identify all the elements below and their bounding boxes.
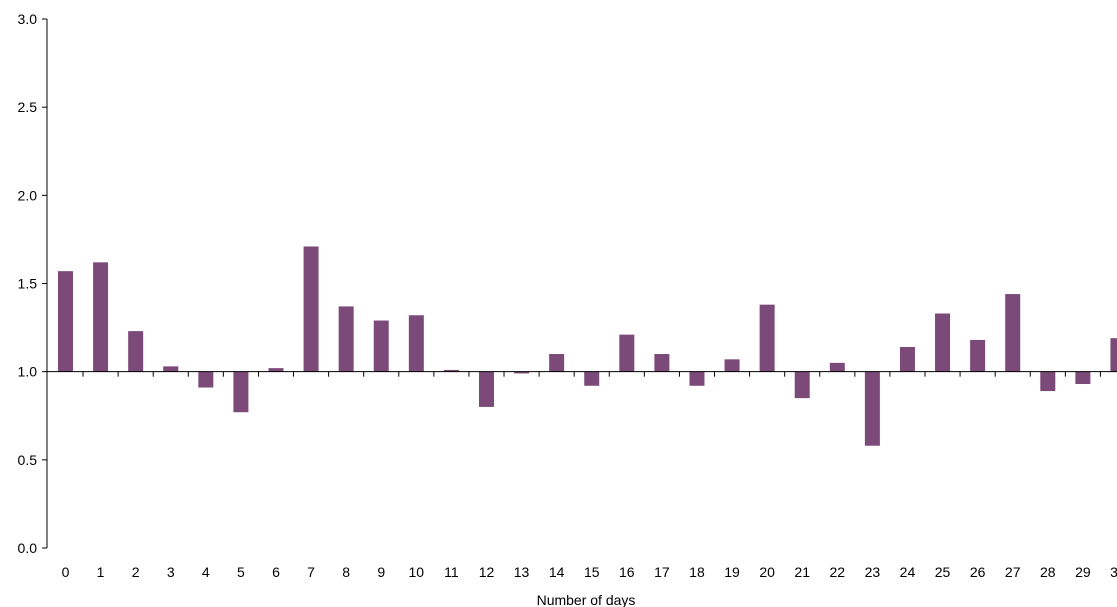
bar xyxy=(899,346,915,372)
x-tick-label: 5 xyxy=(237,564,245,580)
bar xyxy=(478,371,494,407)
x-tick-label: 24 xyxy=(900,564,916,580)
bar xyxy=(128,331,144,372)
bar xyxy=(829,362,845,372)
bar xyxy=(654,354,670,372)
bar xyxy=(373,320,389,372)
x-tick-label: 15 xyxy=(584,564,600,580)
x-axis-title: Number of days xyxy=(537,592,636,607)
y-tick-label: 0.5 xyxy=(18,452,38,468)
bar xyxy=(1075,371,1091,385)
x-tick-label: 30 xyxy=(1110,564,1117,580)
x-tick-label: 1 xyxy=(97,564,105,580)
x-tick-label: 25 xyxy=(935,564,951,580)
y-axis: 0.0 0.5 1.0 1.5 2.0 2.5 3.0 xyxy=(18,11,48,556)
x-tick-label: 6 xyxy=(272,564,280,580)
x-tick-label: 4 xyxy=(202,564,210,580)
x-tick-label: 10 xyxy=(409,564,425,580)
bar xyxy=(303,246,319,372)
bar xyxy=(794,371,810,399)
x-tick-label: 27 xyxy=(1005,564,1021,580)
y-tick-label: 0.0 xyxy=(18,540,38,556)
bar xyxy=(584,371,600,386)
x-tick-label: 18 xyxy=(689,564,705,580)
bar-series xyxy=(58,246,1117,446)
y-tick-label: 3.0 xyxy=(18,11,38,27)
bar xyxy=(619,334,635,372)
x-tick-label: 20 xyxy=(759,564,775,580)
bar xyxy=(268,368,284,372)
y-tick-label: 1.0 xyxy=(18,364,38,380)
x-tick-label: 7 xyxy=(307,564,315,580)
x-tick-label: 8 xyxy=(342,564,350,580)
x-tick-label: 3 xyxy=(167,564,175,580)
x-tick-label: 28 xyxy=(1040,564,1056,580)
bar xyxy=(1040,371,1056,392)
bar xyxy=(935,313,951,372)
bar xyxy=(443,369,459,372)
x-tick-label: 23 xyxy=(865,564,881,580)
x-tick-label: 17 xyxy=(654,564,670,580)
x-tick-label: 9 xyxy=(377,564,385,580)
x-tick-label: 11 xyxy=(444,564,459,580)
x-tick-label: 2 xyxy=(132,564,140,580)
x-tick-label: 14 xyxy=(549,564,565,580)
bar xyxy=(408,315,424,372)
bar xyxy=(549,354,565,372)
x-tick-label: 22 xyxy=(830,564,846,580)
y-tick-label: 2.0 xyxy=(18,187,38,203)
y-tick-label: 1.5 xyxy=(18,276,38,292)
x-tick-label: 0 xyxy=(62,564,70,580)
bar xyxy=(689,371,705,386)
x-tick-label: 16 xyxy=(619,564,635,580)
bar xyxy=(514,371,530,374)
bar xyxy=(759,304,775,372)
x-tick-label: 26 xyxy=(970,564,986,580)
bar xyxy=(93,262,109,372)
bar xyxy=(724,359,740,372)
bar xyxy=(198,371,214,388)
x-axis: 0 1 2 3 4 5 6 7 8 9 10 11 12 13 14 15 16 17 18 19 20 21 22 23 24… xyxy=(47,371,1117,580)
x-tick-label: 12 xyxy=(479,564,495,580)
x-tick-label: 19 xyxy=(724,564,740,580)
x-tick-label: 13 xyxy=(514,564,530,580)
x-tick-label: 21 xyxy=(794,564,810,580)
x-tick-label: 29 xyxy=(1075,564,1091,580)
bar xyxy=(1005,294,1021,372)
bar xyxy=(864,371,880,446)
bar xyxy=(58,271,73,372)
bar xyxy=(233,371,249,413)
y-tick-label: 2.5 xyxy=(18,99,38,115)
bar xyxy=(338,306,354,372)
bar xyxy=(970,339,986,372)
bar xyxy=(1110,338,1117,372)
bar xyxy=(163,366,179,372)
